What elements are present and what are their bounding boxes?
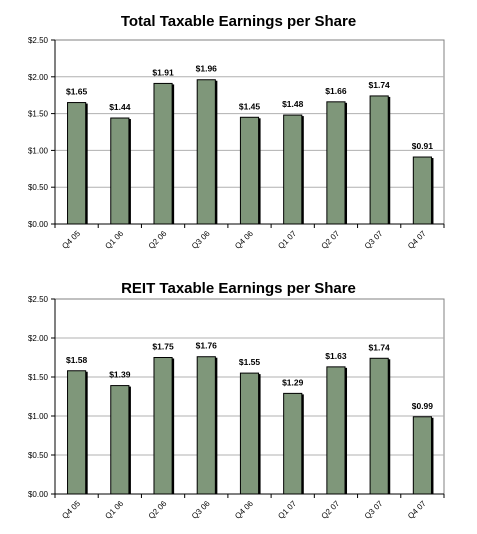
data-label: $1.63 — [325, 351, 347, 361]
bar — [326, 366, 346, 495]
data-label: $1.74 — [369, 342, 391, 352]
bar — [369, 357, 389, 495]
x-tick-label: Q2 07 — [320, 229, 342, 251]
bar — [369, 95, 389, 225]
bar — [153, 82, 173, 225]
y-tick-label: $0.00 — [28, 220, 49, 229]
x-tick-label: Q4 05 — [60, 499, 82, 521]
bar — [110, 385, 130, 495]
chart-svg: $0.00 $0.50 $1.00 $1.50 $2.00 $2.50 $1.58 Q4 05… — [28, 295, 445, 521]
bar — [67, 102, 87, 225]
bar — [326, 101, 346, 225]
y-tick-label: $1.50 — [28, 110, 49, 119]
y-tick-label: $2.00 — [28, 73, 49, 82]
data-label: $1.45 — [239, 101, 261, 111]
y-tick-label: $2.50 — [28, 295, 49, 304]
data-label: $1.66 — [325, 86, 347, 96]
bar — [239, 116, 260, 225]
total-taxable-eps-chart: Total Taxable Earnings per Share $0.00 $0… — [28, 13, 445, 251]
bar — [110, 117, 130, 225]
data-label: $1.76 — [196, 341, 218, 351]
chart-title: Total Taxable Earnings per Share — [120, 13, 357, 30]
x-tick-label: Q1 07 — [276, 229, 298, 251]
y-tick-label: $0.00 — [28, 490, 49, 499]
data-label: $0.99 — [412, 401, 434, 411]
y-tick-label: $0.50 — [28, 183, 49, 192]
data-label: $1.91 — [152, 67, 174, 77]
x-tick-label: Q4 06 — [233, 499, 255, 521]
bar — [283, 114, 303, 225]
y-tick-label: $1.50 — [28, 373, 49, 382]
x-tick-label: Q2 06 — [147, 229, 169, 251]
x-tick-label: Q4 07 — [406, 499, 428, 521]
bar — [67, 370, 87, 495]
data-label: $1.75 — [152, 342, 174, 352]
chart-title: REIT Taxable Earnings per Share — [121, 280, 356, 297]
bar — [412, 416, 432, 495]
y-tick-label: $1.00 — [28, 412, 49, 421]
x-tick-label: Q4 05 — [60, 229, 82, 251]
x-tick-label: Q2 07 — [320, 499, 342, 521]
y-tick-label: $0.50 — [28, 451, 49, 460]
data-label: $1.74 — [369, 80, 391, 90]
data-label: $1.58 — [66, 355, 88, 365]
bar — [239, 372, 260, 495]
bar — [196, 356, 216, 495]
x-tick-label: Q3 06 — [190, 499, 212, 521]
x-tick-label: Q1 06 — [103, 499, 125, 521]
data-label: $1.55 — [239, 357, 261, 367]
data-label: $1.29 — [282, 377, 304, 387]
data-label: $1.48 — [282, 99, 304, 109]
reit-taxable-eps-chart: REIT Taxable Earnings per Share $0.00 $0.… — [0, 267, 477, 534]
bar — [153, 357, 173, 495]
x-tick-label: Q4 07 — [406, 229, 428, 251]
bar — [412, 156, 432, 225]
x-tick-label: Q3 07 — [363, 229, 385, 251]
x-tick-label: Q1 07 — [276, 499, 298, 521]
bar — [283, 392, 303, 495]
x-tick-label: Q1 06 — [103, 229, 125, 251]
data-label: $1.44 — [109, 102, 131, 112]
bar — [196, 79, 216, 225]
y-tick-label: $1.00 — [28, 146, 49, 155]
y-tick-label: $2.00 — [28, 334, 49, 343]
data-label: $0.91 — [412, 141, 434, 151]
data-label: $1.65 — [66, 87, 88, 97]
data-label: $1.96 — [196, 64, 218, 74]
x-tick-label: Q4 06 — [233, 229, 255, 251]
x-tick-label: Q3 07 — [363, 499, 385, 521]
chart-svg: $0.00 $0.50 $1.00 $1.50 $2.00 $2.50 $1.65 Q4 05… — [28, 36, 445, 251]
y-tick-label: $2.50 — [28, 36, 49, 45]
x-tick-label: Q3 06 — [190, 229, 212, 251]
x-tick-label: Q2 06 — [147, 499, 169, 521]
data-label: $1.39 — [109, 370, 131, 380]
